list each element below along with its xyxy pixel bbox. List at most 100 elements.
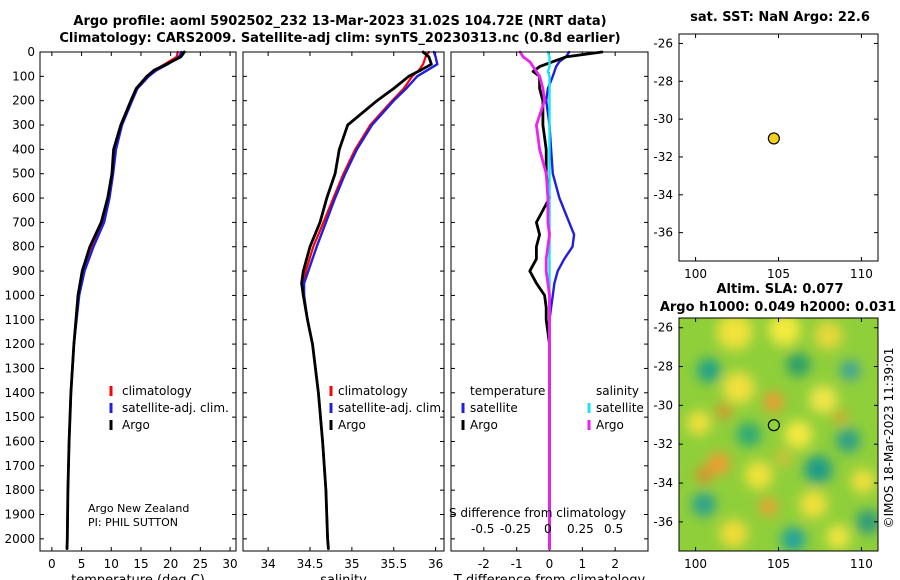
temperature-xtick-label: 20 <box>163 557 178 571</box>
temperature-xtick-label: 30 <box>222 557 237 571</box>
sla-anomaly-blob <box>687 411 711 435</box>
legend-temp-climatology: climatology <box>122 384 192 398</box>
legend-diff-s-argo: Argo <box>596 418 624 432</box>
depth-tick-label: 2000 <box>4 532 35 546</box>
depth-tick-label: 1300 <box>4 361 35 375</box>
temperature-series-satellite-adj-clim- <box>67 52 181 549</box>
legend-sal-argo: Argo <box>338 418 366 432</box>
legend-diff-t-argo: Argo <box>470 418 498 432</box>
sla_map-xtick-label: 105 <box>767 557 790 571</box>
depth-tick-label: 400 <box>12 142 35 156</box>
difference-series-t-argo <box>530 52 602 549</box>
legend-diff-temperature-header: temperature <box>470 384 545 398</box>
depth-tick-label: 1000 <box>4 288 35 302</box>
sla-anomaly-blob <box>784 421 812 449</box>
s-diff-tick-3: 0 <box>544 522 552 536</box>
difference-xtick-label: 0 <box>546 557 554 571</box>
sst_map-ytick-label: -30 <box>653 112 673 126</box>
sla-anomaly-blob <box>692 492 716 516</box>
sla-anomaly-blob <box>814 321 842 349</box>
sla_map-xtick-label: 110 <box>850 557 873 571</box>
sst_map-ytick-label: -26 <box>653 36 673 50</box>
sla-anomaly-blob <box>717 314 753 350</box>
s-diff-tick-1: -0.5 <box>471 522 494 536</box>
sst_map-ytick-label: -36 <box>653 226 673 240</box>
s-diff-tick-2: -0.25 <box>500 522 531 536</box>
sla-anomaly-blob <box>775 450 791 466</box>
legend-diff-t-satellite: satellite <box>470 401 518 415</box>
sla-anomaly-blob <box>717 404 731 418</box>
sst-map-title: sat. SST: NaN Argo: 22.6 <box>660 10 900 25</box>
depth-tick-label: 1200 <box>4 337 35 351</box>
salinity-frame <box>243 52 444 551</box>
salinity-series-climatology <box>303 52 429 549</box>
sla-anomaly-blob <box>781 527 805 551</box>
sla-map-title-line1: Altim. SLA: 0.077 <box>660 282 900 297</box>
depth-tick-label: 800 <box>12 240 35 254</box>
legend-temp-argo: Argo <box>122 418 150 432</box>
sla-anomaly-blob <box>840 360 860 380</box>
sla_map-ytick-label: -34 <box>653 476 673 490</box>
s-difference-label: S difference from climatology <box>449 506 626 520</box>
salinity-xtick-label: 35.5 <box>380 557 407 571</box>
depth-tick-label: 1800 <box>4 483 35 497</box>
difference-panel: -2 -1 0 1 2 T difference from climatology <box>451 52 648 580</box>
depth-tick-label: 0 <box>27 45 35 59</box>
s-diff-tick-5: 0.5 <box>604 522 623 536</box>
salinity-xtick-label: 35 <box>344 557 359 571</box>
depth-tick-label: 1400 <box>4 386 35 400</box>
sla-anomaly-blob <box>826 525 850 549</box>
difference-xlabel: T difference from climatology <box>453 573 646 580</box>
sla-anomaly-blob <box>834 411 846 423</box>
legend-temp-satellite: satellite-adj. clim. <box>122 401 229 415</box>
sla-anomaly-blob <box>760 498 778 516</box>
salinity-panel: 3434.53535.536salinity <box>243 52 444 580</box>
sla-anomaly-blob <box>764 392 784 412</box>
sla-anomaly-blob <box>720 520 748 548</box>
salinity-xtick-label: 34 <box>260 557 275 571</box>
salinity-xlabel: salinity <box>320 573 367 580</box>
pi-label: PI: PHIL SUTTON <box>88 516 178 529</box>
difference-xtick-label: -1 <box>511 557 523 571</box>
s-diff-tick-4: 0.25 <box>567 522 594 536</box>
sla-anomaly-blob <box>737 423 761 447</box>
imos-credit: ©IMOS 18-Mar-2023 11:39:01 <box>882 348 896 529</box>
depth-tick-label: 600 <box>12 191 35 205</box>
depth-tick-label: 1900 <box>4 507 35 521</box>
sst_map-ytick-label: -32 <box>653 150 673 164</box>
depth-tick-label: 200 <box>12 94 35 108</box>
temperature-xtick-label: 10 <box>104 557 119 571</box>
depth-tick-label: 1500 <box>4 410 35 424</box>
depth-tick-label: 1100 <box>4 313 35 327</box>
sst_map-ytick-label: -28 <box>653 74 673 88</box>
sst_map-frame <box>679 34 878 261</box>
sst_map-argo-position-marker <box>768 133 779 144</box>
sla_map-ytick-label: -32 <box>653 437 673 451</box>
difference-xtick-label: 1 <box>579 557 587 571</box>
sla-anomaly-blob <box>708 453 730 475</box>
temperature-series-argo <box>67 52 184 549</box>
temperature-xtick-label: 25 <box>193 557 208 571</box>
sst_map-panel: 100 105 110 -26 -28 -30 -32 -34 -36 <box>653 34 878 281</box>
sla-anomaly-blob <box>851 469 875 493</box>
temperature-panel: 051015202530temperature (deg C)010020030… <box>4 45 237 580</box>
sla-anomaly-blob <box>697 468 711 482</box>
figure-title-line1: Argo profile: aoml 5902502_232 13-Mar-20… <box>40 14 640 29</box>
sla_map-ytick-label: -30 <box>653 398 673 412</box>
sla-anomaly-blob <box>697 358 721 382</box>
sla-anomaly-blob <box>804 455 832 483</box>
sst_map-ytick-label: -34 <box>653 188 673 202</box>
sla-anomaly-blob <box>809 386 837 414</box>
institution-label: Argo New Zealand <box>88 502 189 515</box>
depth-tick-label: 500 <box>12 167 35 181</box>
sst_map-xtick-label: 105 <box>767 267 790 281</box>
sla-anomaly-blob <box>723 372 755 404</box>
temperature-xtick-label: 5 <box>78 557 86 571</box>
depth-tick-label: 1600 <box>4 434 35 448</box>
sla-anomaly-blob <box>799 490 827 518</box>
salinity-series-argo <box>302 52 432 549</box>
difference-xtick-label: 2 <box>611 557 619 571</box>
depth-tick-label: 900 <box>12 264 35 278</box>
sla-anomaly-blob <box>836 428 860 452</box>
temperature-xlabel: temperature (deg C) <box>71 573 205 580</box>
